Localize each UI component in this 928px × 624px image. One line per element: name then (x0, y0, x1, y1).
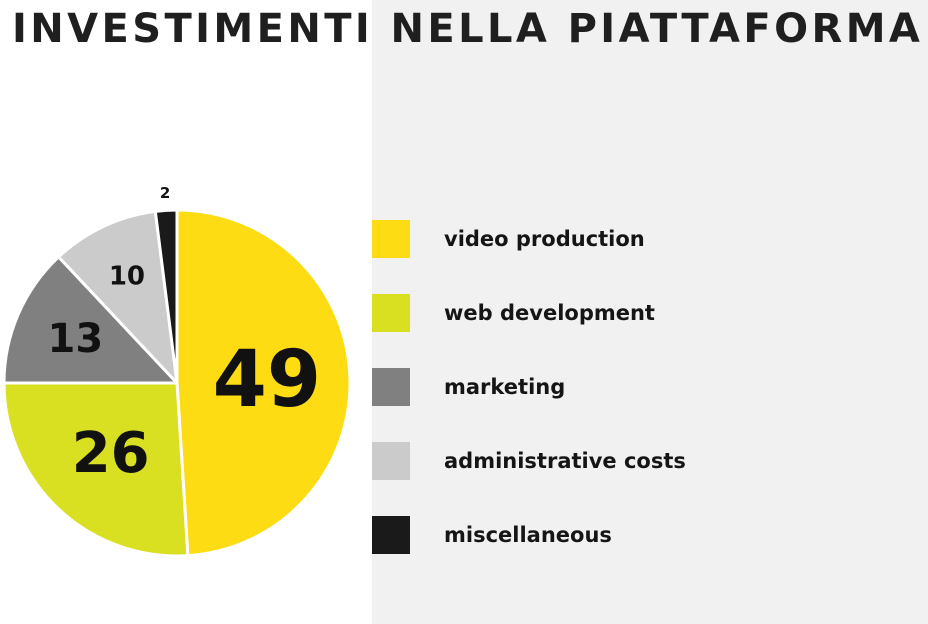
legend-swatch (372, 516, 410, 554)
pie-slice-label-miscellaneous: 2 (160, 184, 170, 202)
legend-swatch (372, 220, 410, 258)
pie-slice-miscellaneous (153, 208, 179, 385)
legend-item-web-development: web development (372, 294, 655, 332)
pie-slice-label-video-production: 49 (213, 335, 322, 425)
legend-panel-background (372, 0, 928, 624)
legend-item-video-production: video production (372, 220, 645, 258)
pie-slice-marketing (2, 255, 179, 385)
legend-label: marketing (444, 375, 566, 399)
legend-label: administrative costs (444, 449, 686, 473)
legend-item-marketing: marketing (372, 368, 565, 406)
legend-label: web development (444, 301, 655, 325)
legend-swatch (372, 294, 410, 332)
pie-slice-label-marketing: 13 (48, 316, 104, 362)
pie-slice-video-production (175, 208, 352, 558)
legend-label: miscellaneous (444, 523, 612, 547)
legend-item-administrative-costs: administrative costs (372, 442, 686, 480)
pie-slice-label-web-development: 26 (72, 421, 150, 486)
legend-swatch (372, 442, 410, 480)
legend-swatch (372, 368, 410, 406)
legend-item-miscellaneous: miscellaneous (372, 516, 612, 554)
pie-slice-label-administrative-costs: 10 (109, 262, 145, 292)
pie-slice-administrative-costs (57, 209, 179, 385)
chart-title: INVESTIMENTI NELLA PIATTAFORMA (12, 6, 924, 52)
pie-slices (2, 208, 352, 558)
legend: video production web development marketing… (372, 0, 928, 624)
pie-slice-web-development (2, 381, 190, 558)
legend-label: video production (444, 227, 645, 251)
